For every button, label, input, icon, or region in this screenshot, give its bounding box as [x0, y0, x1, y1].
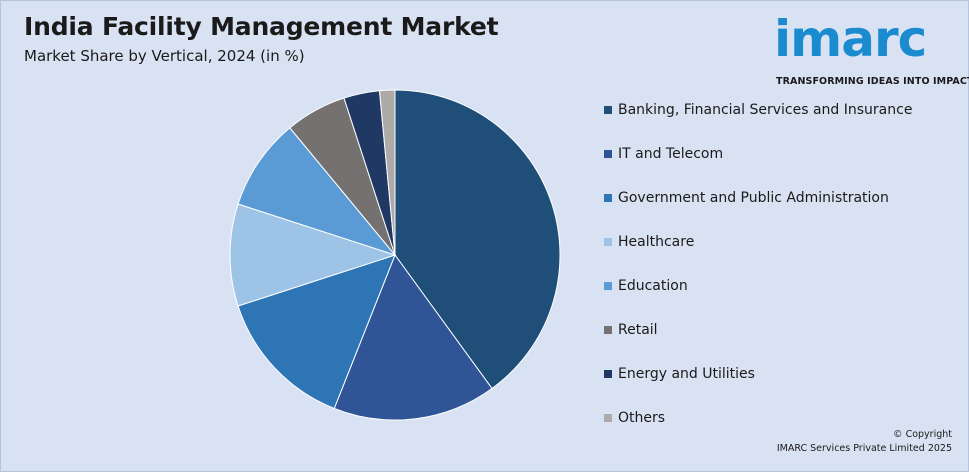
legend-item: Education: [604, 275, 912, 297]
pie-slice-others: [378, 89, 396, 256]
legend: Banking, Financial Services and Insuranc…: [604, 99, 912, 451]
copyright-line: © Copyright: [893, 429, 952, 440]
chart-subtitle: Market Share by Vertical, 2024 (in %): [24, 47, 305, 65]
legend-label: IT and Telecom: [618, 146, 724, 162]
legend-swatch: [604, 194, 612, 202]
legend-swatch: [604, 326, 612, 334]
legend-item: Energy and Utilities: [604, 363, 912, 385]
pie-slice-it-and-telecom: [333, 253, 493, 421]
legend-label: Others: [618, 410, 666, 426]
copyright-owner: IMARC Services Private Limited 2025: [776, 443, 952, 454]
copyright-notice: © Copyright IMARC Services Private Limit…: [777, 428, 952, 456]
legend-item: Banking, Financial Services and Insuranc…: [604, 99, 912, 121]
logo-wordmark: imarc: [774, 10, 927, 68]
legend-item: IT and Telecom: [604, 143, 912, 165]
legend-swatch: [604, 414, 612, 422]
legend-swatch: [604, 370, 612, 378]
legend-swatch: [604, 238, 612, 246]
pie-slice-healthcare: [229, 203, 397, 307]
pie-slice-education: [237, 127, 397, 257]
legend-label: Energy and Utilities: [618, 366, 755, 382]
legend-label: Government and Public Administration: [618, 190, 889, 206]
legend-item: Government and Public Administration: [604, 187, 912, 209]
legend-item: Healthcare: [604, 231, 912, 253]
legend-label: Education: [618, 278, 688, 294]
pie-slice-banking-financial-services-and-insurance: [394, 89, 561, 390]
legend-swatch: [604, 282, 612, 290]
imarc-logo: imarc TRANSFORMING IDEAS INTO IMPACT: [772, 10, 969, 92]
legend-swatch: [604, 150, 612, 158]
legend-label: Banking, Financial Services and Insuranc…: [618, 102, 913, 118]
legend-item: Others: [604, 407, 912, 429]
legend-item: Retail: [604, 319, 912, 341]
logo-tagline: TRANSFORMING IDEAS INTO IMPACT: [776, 76, 969, 87]
legend-label: Healthcare: [618, 234, 695, 250]
chart-title: India Facility Management Market: [24, 12, 499, 41]
legend-swatch: [604, 106, 612, 114]
pie-chart: [229, 89, 561, 421]
legend-label: Retail: [618, 322, 658, 338]
